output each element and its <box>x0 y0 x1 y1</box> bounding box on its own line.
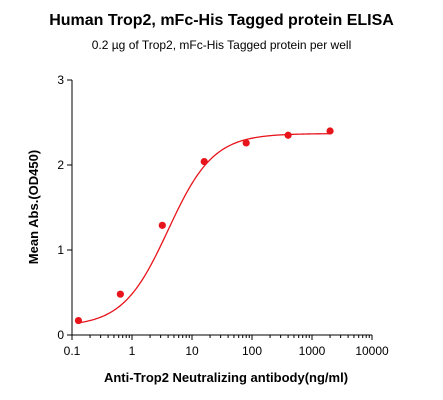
data-point <box>116 290 124 298</box>
data-point <box>200 158 208 166</box>
chart-subtitle: 0.2 µg of Trop2, mFc-His Tagged protein … <box>91 38 352 52</box>
x-tick-label: 10000 <box>355 344 389 358</box>
y-tick-label: 2 <box>57 158 64 172</box>
data-point <box>326 127 334 135</box>
data-point <box>158 221 166 229</box>
x-tick-label: 100 <box>242 344 262 358</box>
x-tick-label: 0.1 <box>64 344 81 358</box>
data-points <box>74 127 334 325</box>
data-point <box>284 131 292 139</box>
data-point <box>74 316 83 325</box>
y-tick-label: 3 <box>57 73 64 87</box>
x-axis-label: Anti-Trop2 Neutralizing antibody(ng/ml) <box>104 370 348 385</box>
x-tick-label: 10 <box>185 344 199 358</box>
y-tick-label: 1 <box>57 243 64 257</box>
axes <box>71 80 372 336</box>
x-tick-label: 1000 <box>299 344 326 358</box>
y-axis-label: Mean Abs.(OD450) <box>26 150 41 264</box>
data-point <box>242 139 250 147</box>
chart-title: Human Trop2, mFc-His Tagged protein ELIS… <box>49 12 394 29</box>
y-tick-label: 0 <box>57 328 64 342</box>
ticks: 0 1 2 3 0.1 1 10 100 1000 10000 <box>57 73 389 358</box>
x-tick-label: 1 <box>129 344 136 358</box>
